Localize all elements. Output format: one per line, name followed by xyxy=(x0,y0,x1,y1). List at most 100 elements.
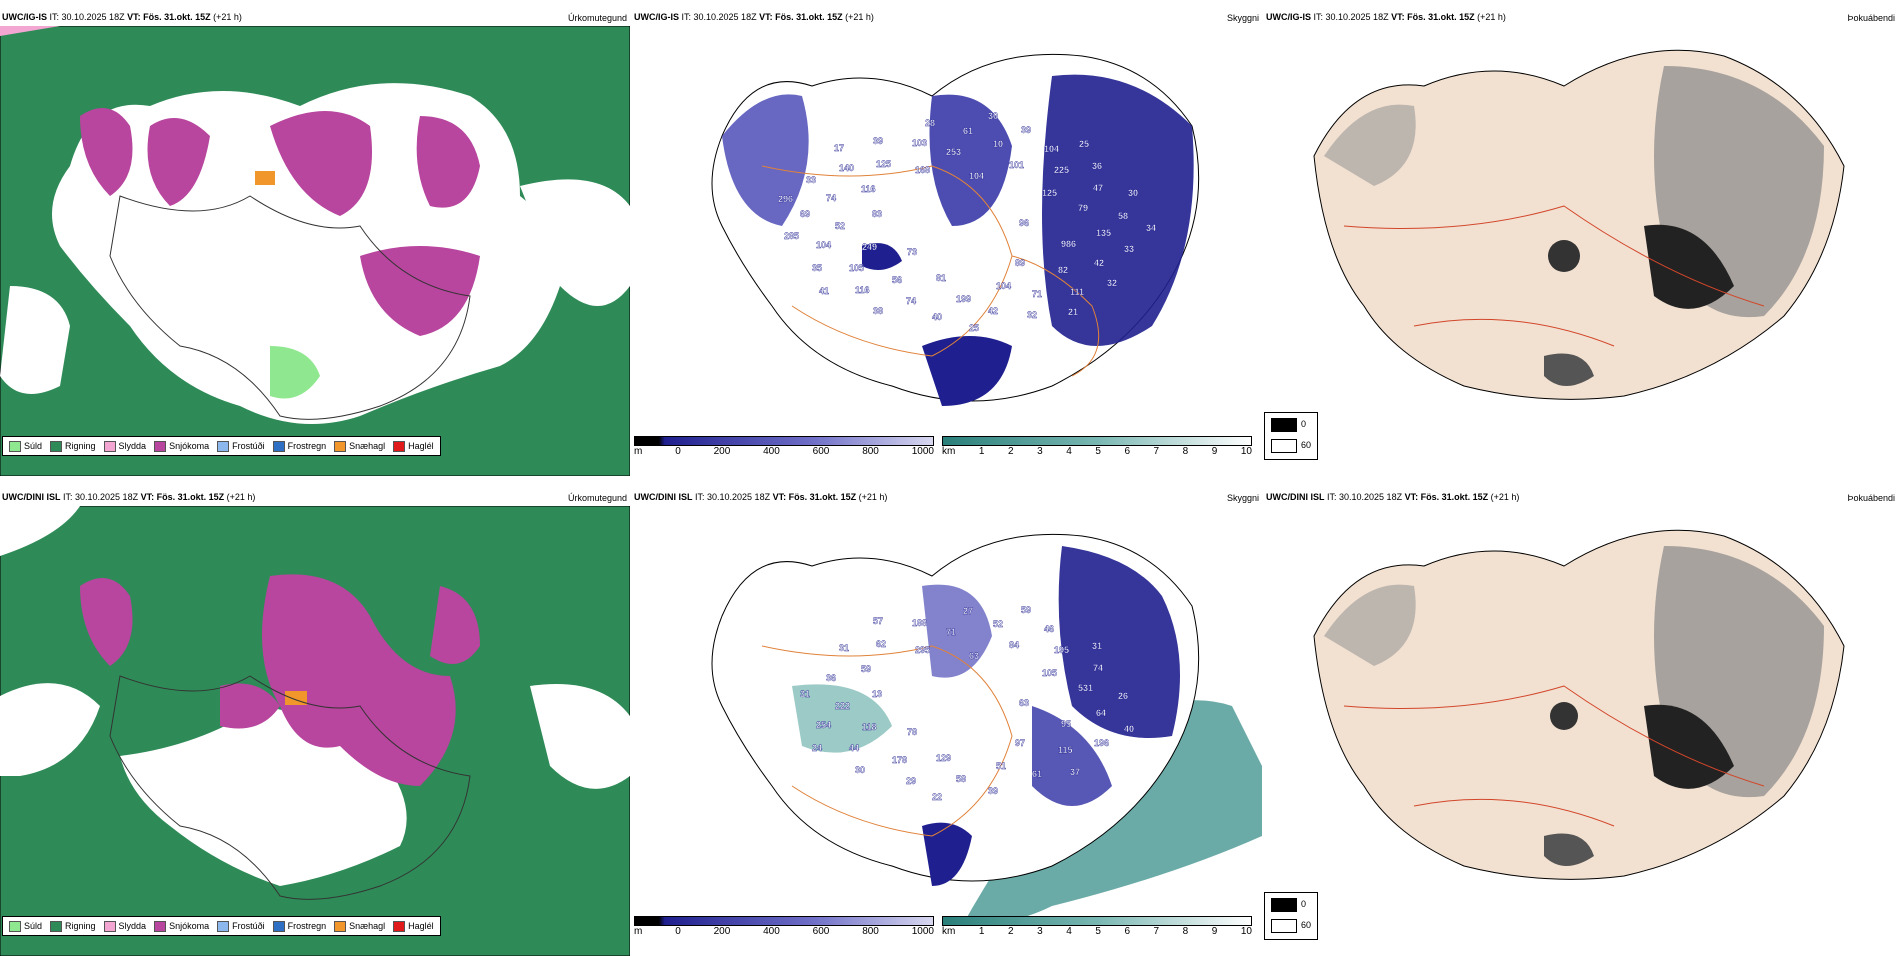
cloud-base-label: 78 xyxy=(907,727,917,737)
cloud-base-label: 89 xyxy=(1015,258,1025,268)
cloud-base-label: 30 xyxy=(988,111,998,121)
cloud-base-label: 59 xyxy=(1021,605,1031,615)
precip-panel-row2: UWC/DINI ISL IT: 30.10.2025 18Z VT: Fös.… xyxy=(0,492,630,956)
cloud-base-label: 61 xyxy=(963,126,973,136)
legend-item: Frostregn xyxy=(272,440,326,452)
cloud-base-label: 104 xyxy=(816,240,831,250)
cloud-base-label: 30 xyxy=(1128,188,1138,198)
cloud-base-label: 82 xyxy=(1058,265,1068,275)
cloud-base-label: 33 xyxy=(1124,244,1134,254)
panel-header: UWC/IG-IS IT: 30.10.2025 18Z VT: Fös. 31… xyxy=(2,12,242,22)
fog-panel-row1: UWC/IG-IS IT: 30.10.2025 18Z VT: Fös. 31… xyxy=(1264,12,1898,467)
cloud-base-label: 41 xyxy=(819,286,829,296)
swatch-icon xyxy=(217,440,230,452)
swatch-icon xyxy=(103,440,116,452)
cloud-base-label: 129 xyxy=(936,753,951,763)
cloud-base-label: 125 xyxy=(876,159,891,169)
panel-title: Skyggni xyxy=(1226,13,1259,23)
cloud-base-label: 81 xyxy=(936,273,946,283)
cloud-base-label: 46 xyxy=(1044,624,1054,634)
cloud-base-label: 26 xyxy=(1118,691,1128,701)
cloud-base-label: 531 xyxy=(1078,683,1093,693)
cloud-base-label: 62 xyxy=(876,639,886,649)
cloud-base-label: 73 xyxy=(907,247,917,257)
cloud-base-label: 61 xyxy=(1032,769,1042,779)
swatch-icon xyxy=(334,440,347,452)
cloud-base-label: 47 xyxy=(1093,183,1103,193)
cloud-base-label: 25 xyxy=(969,323,979,333)
panel-header: UWC/DINI ISL IT: 30.10.2025 18Z VT: Fös.… xyxy=(2,492,256,502)
legend-item: Rigning xyxy=(50,920,96,932)
visibility-colorbar: km 1 2 3 4 5 6 7 8 9 10 xyxy=(942,916,1252,937)
cloud-base-label: 222 xyxy=(835,701,850,711)
precip-map xyxy=(0,506,630,956)
cloud-panel-row2: UWC/DINI ISL IT: 30.10.2025 18Z VT: Fös.… xyxy=(632,492,1262,947)
panel-header: UWC/DINI ISL IT: 30.10.2025 18Z VT: Fös.… xyxy=(634,492,888,502)
legend-item: Haglél xyxy=(393,920,434,932)
cloud-base-label: 64 xyxy=(1096,708,1106,718)
cloud-base-label: 31 xyxy=(839,643,849,653)
cloud-base-label: 31 xyxy=(800,689,810,699)
cloud-base-label: 52 xyxy=(835,221,845,231)
cloud-base-label: 56 xyxy=(892,275,902,285)
cloud-base-label: 10 xyxy=(993,139,1003,149)
cloud-base-label: 196 xyxy=(1094,738,1109,748)
fog-legend-low: 0 xyxy=(1301,899,1307,909)
precip-map xyxy=(0,26,630,476)
fog-legend-high: 60 xyxy=(1301,440,1312,450)
precip-legend: Súld Rigning Slydda Snjókoma Frostúði Fr… xyxy=(2,436,441,456)
cloud-base-label: 22 xyxy=(932,792,942,802)
swatch-icon xyxy=(9,440,21,452)
cloud-base-label: 36 xyxy=(826,673,836,683)
precip-legend: Súld Rigning Slydda Snjókoma Frostúði Fr… xyxy=(2,916,441,936)
legend-item: Snæhagl xyxy=(334,440,385,452)
cloud-base-label: 52 xyxy=(993,619,1003,629)
cloud-base-label: 104 xyxy=(1044,144,1059,154)
legend-item: Snjókoma xyxy=(154,440,209,452)
swatch-icon xyxy=(334,920,347,932)
fog-swatch-black xyxy=(1271,418,1297,432)
cloud-base-label: 59 xyxy=(861,664,871,674)
cloud-base-label: 51 xyxy=(996,761,1006,771)
cloud-base-label: 58 xyxy=(956,774,966,784)
cloud-base-label: 38 xyxy=(873,306,883,316)
panel-title: Þokuábendi xyxy=(1847,13,1895,23)
cloud-base-label: 79 xyxy=(1078,203,1088,213)
cloud-base-label: 199 xyxy=(956,294,971,304)
legend-item: Súld xyxy=(9,920,42,932)
cloud-base-label: 118 xyxy=(862,722,877,732)
panel-title: Úrkomutegund xyxy=(567,493,627,503)
cloud-base-label: 27 xyxy=(963,606,973,616)
panel-header: UWC/DINI ISL IT: 30.10.2025 18Z VT: Fös.… xyxy=(1266,492,1520,502)
cloud-panel-row1: UWC/IG-IS IT: 30.10.2025 18Z VT: Fös. 31… xyxy=(632,12,1262,467)
cloud-base-label: 74 xyxy=(826,193,836,203)
fog-swatch-black xyxy=(1271,898,1297,912)
cloud-base-label: 135 xyxy=(1096,228,1111,238)
cloud-base-label: 58 xyxy=(1118,211,1128,221)
cloud-base-label: 116 xyxy=(855,285,870,295)
swatch-icon xyxy=(217,920,230,932)
cloud-base-label: 21 xyxy=(1068,307,1078,317)
cloud-base-label: 253 xyxy=(946,147,961,157)
swatch-icon xyxy=(103,920,116,932)
cloud-base-label: 71 xyxy=(1032,289,1042,299)
fog-legend-high: 60 xyxy=(1301,920,1312,930)
cloud-base-label: 225 xyxy=(1054,165,1069,175)
cloud-base-label: 74 xyxy=(1093,663,1103,673)
legend-item: Súld xyxy=(9,440,42,452)
fog-panel-row2: UWC/DINI ISL IT: 30.10.2025 18Z VT: Fös.… xyxy=(1264,492,1898,947)
fog-legend: 0 60 xyxy=(1264,892,1318,940)
cloud-base-label: 105 xyxy=(849,263,864,273)
cloud-base-label: 96 xyxy=(1019,218,1029,228)
cloud-base-colorbar: m 0 200 400 600 800 1000 xyxy=(634,916,934,937)
cloud-base-label: 986 xyxy=(1061,239,1076,249)
panel-title: Skyggni xyxy=(1226,493,1259,503)
cloud-base-label: 63 xyxy=(969,651,979,661)
swatch-icon xyxy=(393,440,406,452)
fog-legend-low: 0 xyxy=(1301,419,1307,429)
legend-item: Haglél xyxy=(393,440,434,452)
legend-item: Frostregn xyxy=(272,920,326,932)
legend-item: Slydda xyxy=(103,920,146,932)
cloud-base-label: 295 xyxy=(915,645,930,655)
cloud-base-label: 178 xyxy=(892,755,907,765)
